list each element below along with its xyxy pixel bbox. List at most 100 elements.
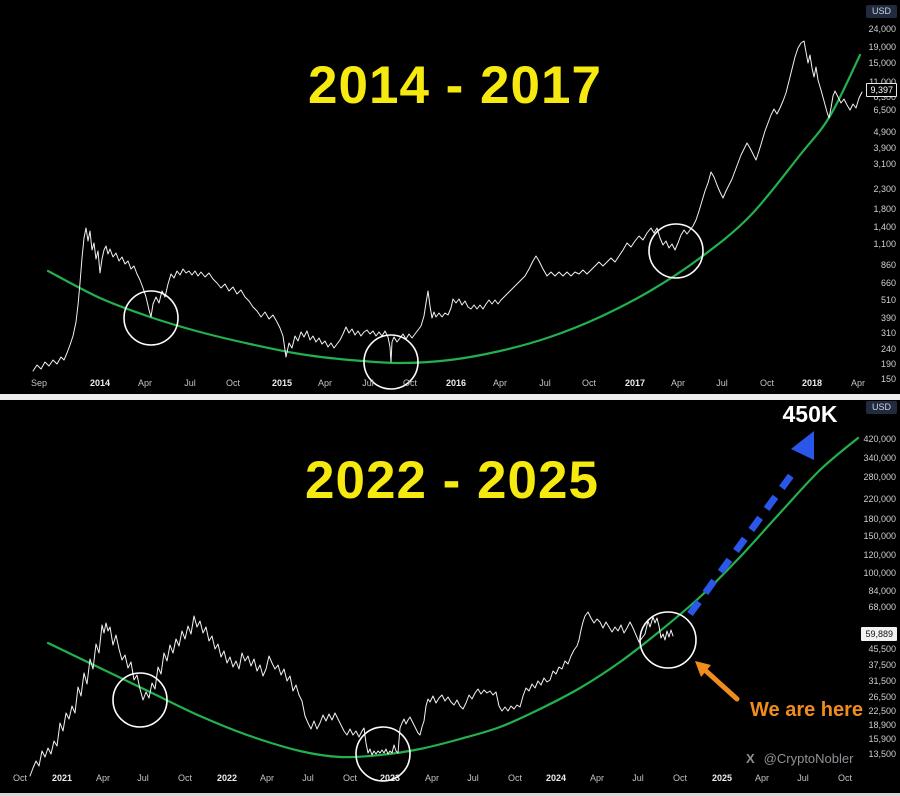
x-tick-label: Oct xyxy=(581,378,597,388)
y-tick-label: 45,500 xyxy=(868,644,896,654)
y-tick-label: 120,000 xyxy=(863,550,896,560)
y-tick-label: 18,900 xyxy=(868,720,896,730)
x-tick-label: Apr xyxy=(259,773,275,783)
y-tick-label: 420,000 xyxy=(863,434,896,444)
x-tick-label: 2025 xyxy=(711,773,733,783)
y-tick-label: 2,300 xyxy=(873,184,896,194)
y-tick-label: 11,000 xyxy=(869,77,896,87)
last-price-tag: 59,889 xyxy=(861,627,897,641)
we-are-here-label: We are here xyxy=(750,699,864,721)
y-tick-label: 860 xyxy=(880,260,896,270)
x-tick-label: 2018 xyxy=(801,378,823,388)
y-tick-label: 510 xyxy=(880,295,896,305)
x-tick-label: Apr xyxy=(492,378,508,388)
we-are-here-arrow-shaft xyxy=(703,668,740,702)
x-tick-label: Oct xyxy=(672,773,688,783)
y-tick-label: 4,900 xyxy=(873,127,896,137)
y-tick-label: 15,900 xyxy=(868,734,896,744)
x-tick-label: 2016 xyxy=(445,378,467,388)
projection-target-label: 450K xyxy=(782,401,838,427)
y-tick-label: 190 xyxy=(880,359,896,369)
y-tick-label: 150,000 xyxy=(863,531,896,541)
x-tick-label: Jul xyxy=(137,773,149,783)
y-tick-label: 31,500 xyxy=(868,676,896,686)
y-tick-label: 37,500 xyxy=(868,660,896,670)
x-logo-icon: X xyxy=(746,751,755,766)
x-tick-label: Oct xyxy=(342,773,358,783)
currency-badge-top: USD xyxy=(865,5,897,18)
watermark: X @CryptoNobler xyxy=(746,751,853,766)
projection-arrow-head xyxy=(791,431,814,460)
y-tick-label: 15,000 xyxy=(868,58,896,68)
y-tick-label: 150 xyxy=(880,374,896,384)
x-tick-label: Sep xyxy=(30,378,48,388)
x-tick-label: Jul xyxy=(716,378,728,388)
x-tick-label: Jul xyxy=(362,378,374,388)
highlight-circle xyxy=(639,611,697,669)
y-tick-label: 3,100 xyxy=(873,159,896,169)
x-tick-label: Oct xyxy=(507,773,523,783)
x-tick-label: 2022 xyxy=(216,773,238,783)
y-tick-label: 240 xyxy=(880,344,896,354)
x-tick-label: Oct xyxy=(177,773,193,783)
x-tick-label: Apr xyxy=(424,773,440,783)
y-tick-label: 19,000 xyxy=(868,42,896,52)
btc-usd-price xyxy=(29,611,674,777)
highlight-circle xyxy=(112,672,168,728)
x-tick-label: Apr xyxy=(137,378,153,388)
y-tick-label: 84,000 xyxy=(868,586,896,596)
x-tick-label: Jul xyxy=(632,773,644,783)
y-tick-label: 340,000 xyxy=(863,453,896,463)
parabolic-support-curve xyxy=(46,436,860,759)
x-tick-label: Jul xyxy=(797,773,809,783)
y-tick-label: 22,500 xyxy=(868,706,896,716)
y-tick-label: 1,100 xyxy=(873,239,896,249)
x-tick-label: Apr xyxy=(670,378,686,388)
x-tick-label: Oct xyxy=(402,378,418,388)
x-tick-label: Oct xyxy=(837,773,853,783)
x-tick-label: Apr xyxy=(754,773,770,783)
highlight-circle xyxy=(648,223,704,279)
highlight-circle xyxy=(355,726,411,782)
x-tick-label: Jul xyxy=(539,378,551,388)
y-tick-label: 8,300 xyxy=(873,92,896,102)
x-tick-label: Apr xyxy=(95,773,111,783)
y-tick-label: 13,500 xyxy=(868,749,896,759)
y-tick-label: 24,000 xyxy=(868,24,896,34)
x-tick-label: Jul xyxy=(184,378,196,388)
parabolic-support-curve xyxy=(46,53,862,365)
panel-title-2014-2017: 2014 - 2017 xyxy=(308,56,602,115)
y-tick-label: 26,500 xyxy=(868,692,896,702)
highlight-circle xyxy=(123,290,179,346)
panel-title-2022-2025: 2022 - 2025 xyxy=(305,451,599,510)
currency-badge-bottom: USD xyxy=(865,401,897,414)
y-tick-label: 660 xyxy=(880,278,896,288)
y-tick-label: 280,000 xyxy=(863,472,896,482)
x-tick-label: Oct xyxy=(759,378,775,388)
x-tick-label: 2015 xyxy=(271,378,293,388)
x-tick-label: Oct xyxy=(12,773,28,783)
y-tick-label: 310 xyxy=(880,328,896,338)
x-tick-label: Apr xyxy=(317,378,333,388)
y-tick-label: 180,000 xyxy=(863,514,896,524)
x-tick-label: 2014 xyxy=(89,378,111,388)
y-tick-label: 390 xyxy=(880,313,896,323)
projection-arrow-shaft xyxy=(687,467,798,617)
x-tick-label: 2023 xyxy=(379,773,401,783)
x-tick-label: 2024 xyxy=(545,773,567,783)
x-tick-label: Jul xyxy=(467,773,479,783)
y-tick-label: 1,400 xyxy=(873,222,896,232)
x-tick-label: 2017 xyxy=(624,378,646,388)
btc-usd-price xyxy=(32,40,863,372)
y-tick-label: 220,000 xyxy=(863,494,896,504)
last-price-tag: 9,397 xyxy=(866,83,897,97)
x-tick-label: 2021 xyxy=(51,773,73,783)
y-tick-label: 100,000 xyxy=(863,568,896,578)
watermark-handle: @CryptoNobler xyxy=(763,751,854,766)
y-tick-label: 3,900 xyxy=(873,143,896,153)
y-tick-label: 6,500 xyxy=(873,105,896,115)
y-tick-label: 68,000 xyxy=(868,602,896,612)
